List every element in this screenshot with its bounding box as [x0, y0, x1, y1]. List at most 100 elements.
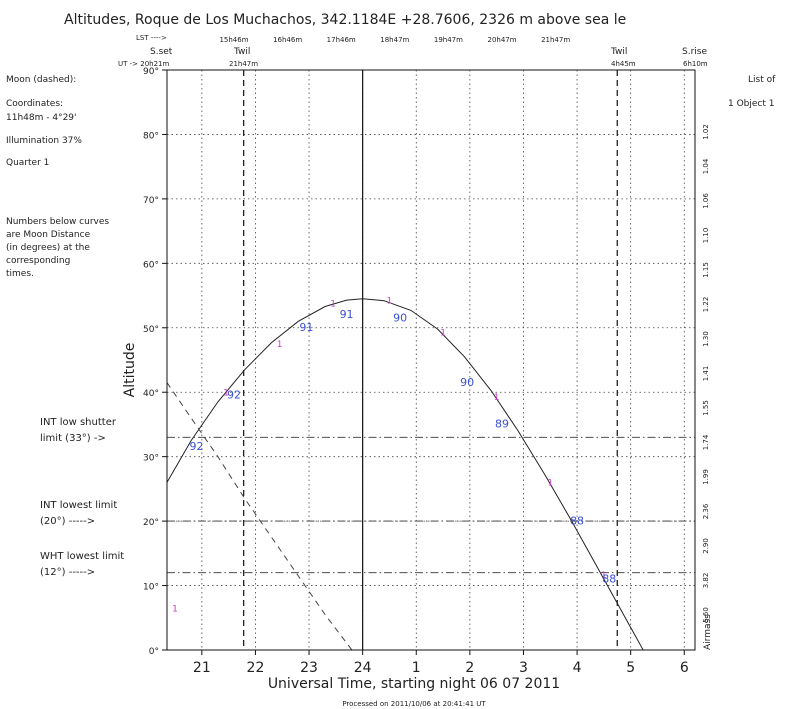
moon-distance-label: 90: [460, 376, 474, 389]
int-low-shutter-limit: limit (33°) ->: [40, 433, 106, 444]
moon-distance-labels: 92 92 91 91 90 90 89 88 88: [189, 308, 616, 585]
y-tick-label: 70°: [143, 196, 159, 206]
illumination-text: Illumination 37%: [6, 136, 82, 146]
y-tick-labels: 0° 10° 20° 30° 40° 50° 60° 70° 80° 90°: [143, 67, 159, 657]
object-marker: 1: [494, 393, 500, 403]
moon-distance-label: 91: [340, 308, 354, 321]
int-lowest-label: INT lowest limit: [40, 500, 117, 511]
limit-lines: [167, 436, 695, 574]
processed-footer: Processed on 2011/10/06 at 20:41:41 UT: [342, 700, 486, 708]
moon-distance-note: Numbers below curves are Moon Distance (…: [6, 217, 109, 279]
moon-distance-label: 88: [602, 572, 616, 585]
moon-altitude-curve: [167, 382, 353, 650]
wht-lowest-label: WHT lowest limit: [40, 551, 124, 562]
airmass-tick-label: 1.02: [702, 124, 710, 140]
int-lowest-limit: (20°) ----->: [40, 516, 95, 527]
lst-tick-label: 18h47m: [380, 36, 409, 44]
x-tick-label: 4: [573, 660, 582, 676]
moon-legend: Moon (dashed):: [6, 75, 76, 85]
ut-arrow-label: UT -> 20h21m: [118, 60, 169, 68]
airmass-tick-label: 1.74: [702, 434, 710, 450]
y-tick-label: 60°: [143, 260, 159, 270]
chart-title: Altitudes, Roque de Los Muchachos, 342.1…: [64, 12, 626, 28]
sunrise-label: S.rise: [682, 47, 707, 57]
list-of-label: List of: [748, 75, 776, 85]
x-tick-label: 6: [680, 660, 689, 676]
airmass-tick-label: 1.15: [702, 262, 710, 278]
airmass-tick-label: 2.36: [702, 503, 710, 519]
note-line: (in degrees) at the: [6, 243, 90, 253]
x-tick-label: 1: [412, 660, 421, 676]
lst-tick-label: 21h47m: [541, 36, 570, 44]
x-tick-label: 5: [626, 660, 635, 676]
y-tick-label: 50°: [143, 325, 159, 335]
object-marker: 1: [277, 340, 283, 350]
twilight-morning-label: Twil: [610, 47, 627, 57]
moon-distance-label: 91: [299, 321, 313, 334]
lst-tick-label: 20h47m: [487, 36, 516, 44]
y-tick-label: 20°: [143, 518, 159, 528]
chart-grid: [162, 69, 695, 655]
moon-distance-label: 90: [393, 311, 407, 324]
note-line: corresponding: [6, 256, 70, 266]
twilight-evening-label: Twil: [233, 47, 250, 57]
y-tick-label: 0°: [149, 647, 159, 657]
x-tick-label: 23: [300, 660, 318, 676]
y-tick-label: 30°: [143, 454, 159, 464]
object-marker: 1: [601, 571, 607, 581]
airmass-tick-label: 1.10: [702, 228, 710, 244]
airmass-tick-label: 1.06: [702, 193, 710, 209]
lst-tick-label: 16h46m: [273, 36, 302, 44]
plot-frame: [166, 69, 696, 651]
object-marker: 1: [440, 329, 446, 339]
wht-lowest-limit: (12°) ----->: [40, 567, 95, 578]
coordinates-label: Coordinates:: [6, 99, 63, 109]
y-tick-label: 90°: [143, 67, 159, 77]
moon-distance-label: 92: [189, 440, 203, 453]
int-low-shutter-label: INT low shutter: [40, 417, 117, 428]
y-axis-label: Altitude: [122, 343, 138, 398]
coordinates-value: 11h48m - 4°29': [6, 113, 77, 123]
sunrise-time: 6h10m: [683, 60, 708, 68]
object-marker: 1: [172, 604, 178, 614]
object-altitude-curve: [167, 298, 644, 650]
x-tick-label: 22: [247, 660, 265, 676]
moon-distance-label: 88: [570, 514, 584, 527]
x-tick-label: 2: [465, 660, 474, 676]
lst-tick-labels: 15h46m 16h46m 17h46m 18h47m 19h47m 20h47m 21h4…: [219, 36, 570, 44]
x-tick-label: 3: [519, 660, 528, 676]
x-tick-label: 21: [193, 660, 211, 676]
moon-distance-label: 89: [495, 418, 509, 431]
airmass-tick-labels: 1.02 1.04 1.06 1.10 1.15 1.22 1.30 1.41 1.55 1.74…: [702, 124, 710, 623]
y-tick-label: 10°: [143, 583, 159, 593]
twilight-evening-time: 21h47m: [229, 60, 258, 68]
object-marker: 1: [223, 388, 229, 398]
lst-tick-label: 19h47m: [434, 36, 463, 44]
object-list-item: 1 Object 1: [728, 99, 775, 109]
y-tick-label: 80°: [143, 131, 159, 141]
airmass-tick-label: 1.41: [702, 366, 710, 382]
airmass-tick-label: 1.55: [702, 400, 710, 416]
moon-distance-label: 92: [227, 389, 241, 402]
airmass-tick-label: 1.22: [702, 297, 710, 313]
note-line: times.: [6, 269, 34, 279]
lst-tick-label: 15h46m: [219, 36, 248, 44]
airmass-tick-label: 1.30: [702, 331, 710, 347]
altitude-curves: [167, 298, 644, 650]
x-axis-label: Universal Time, starting night 06 07 201…: [268, 676, 560, 692]
note-line: Numbers below curves: [6, 217, 109, 227]
lst-tick-label: 17h46m: [327, 36, 356, 44]
object-markers: 1 1 1 1 1 1 1 1 1: [172, 296, 607, 614]
object-marker: 1: [330, 300, 336, 310]
airmass-label: Airmass: [703, 614, 713, 650]
lst-arrow-label: LST ---->: [136, 34, 167, 42]
y-tick-label: 40°: [143, 389, 159, 399]
airmass-tick-label: 3.82: [702, 573, 710, 589]
airmass-tick-label: 1.99: [702, 469, 710, 485]
object-marker: 1: [387, 296, 393, 306]
x-tick-labels: 21 22 23 24 1 2 3 4 5 6: [193, 660, 689, 676]
x-tick-label: 24: [354, 660, 372, 676]
sunset-label: S.set: [150, 47, 173, 57]
quarter-text: Quarter 1: [6, 158, 49, 168]
